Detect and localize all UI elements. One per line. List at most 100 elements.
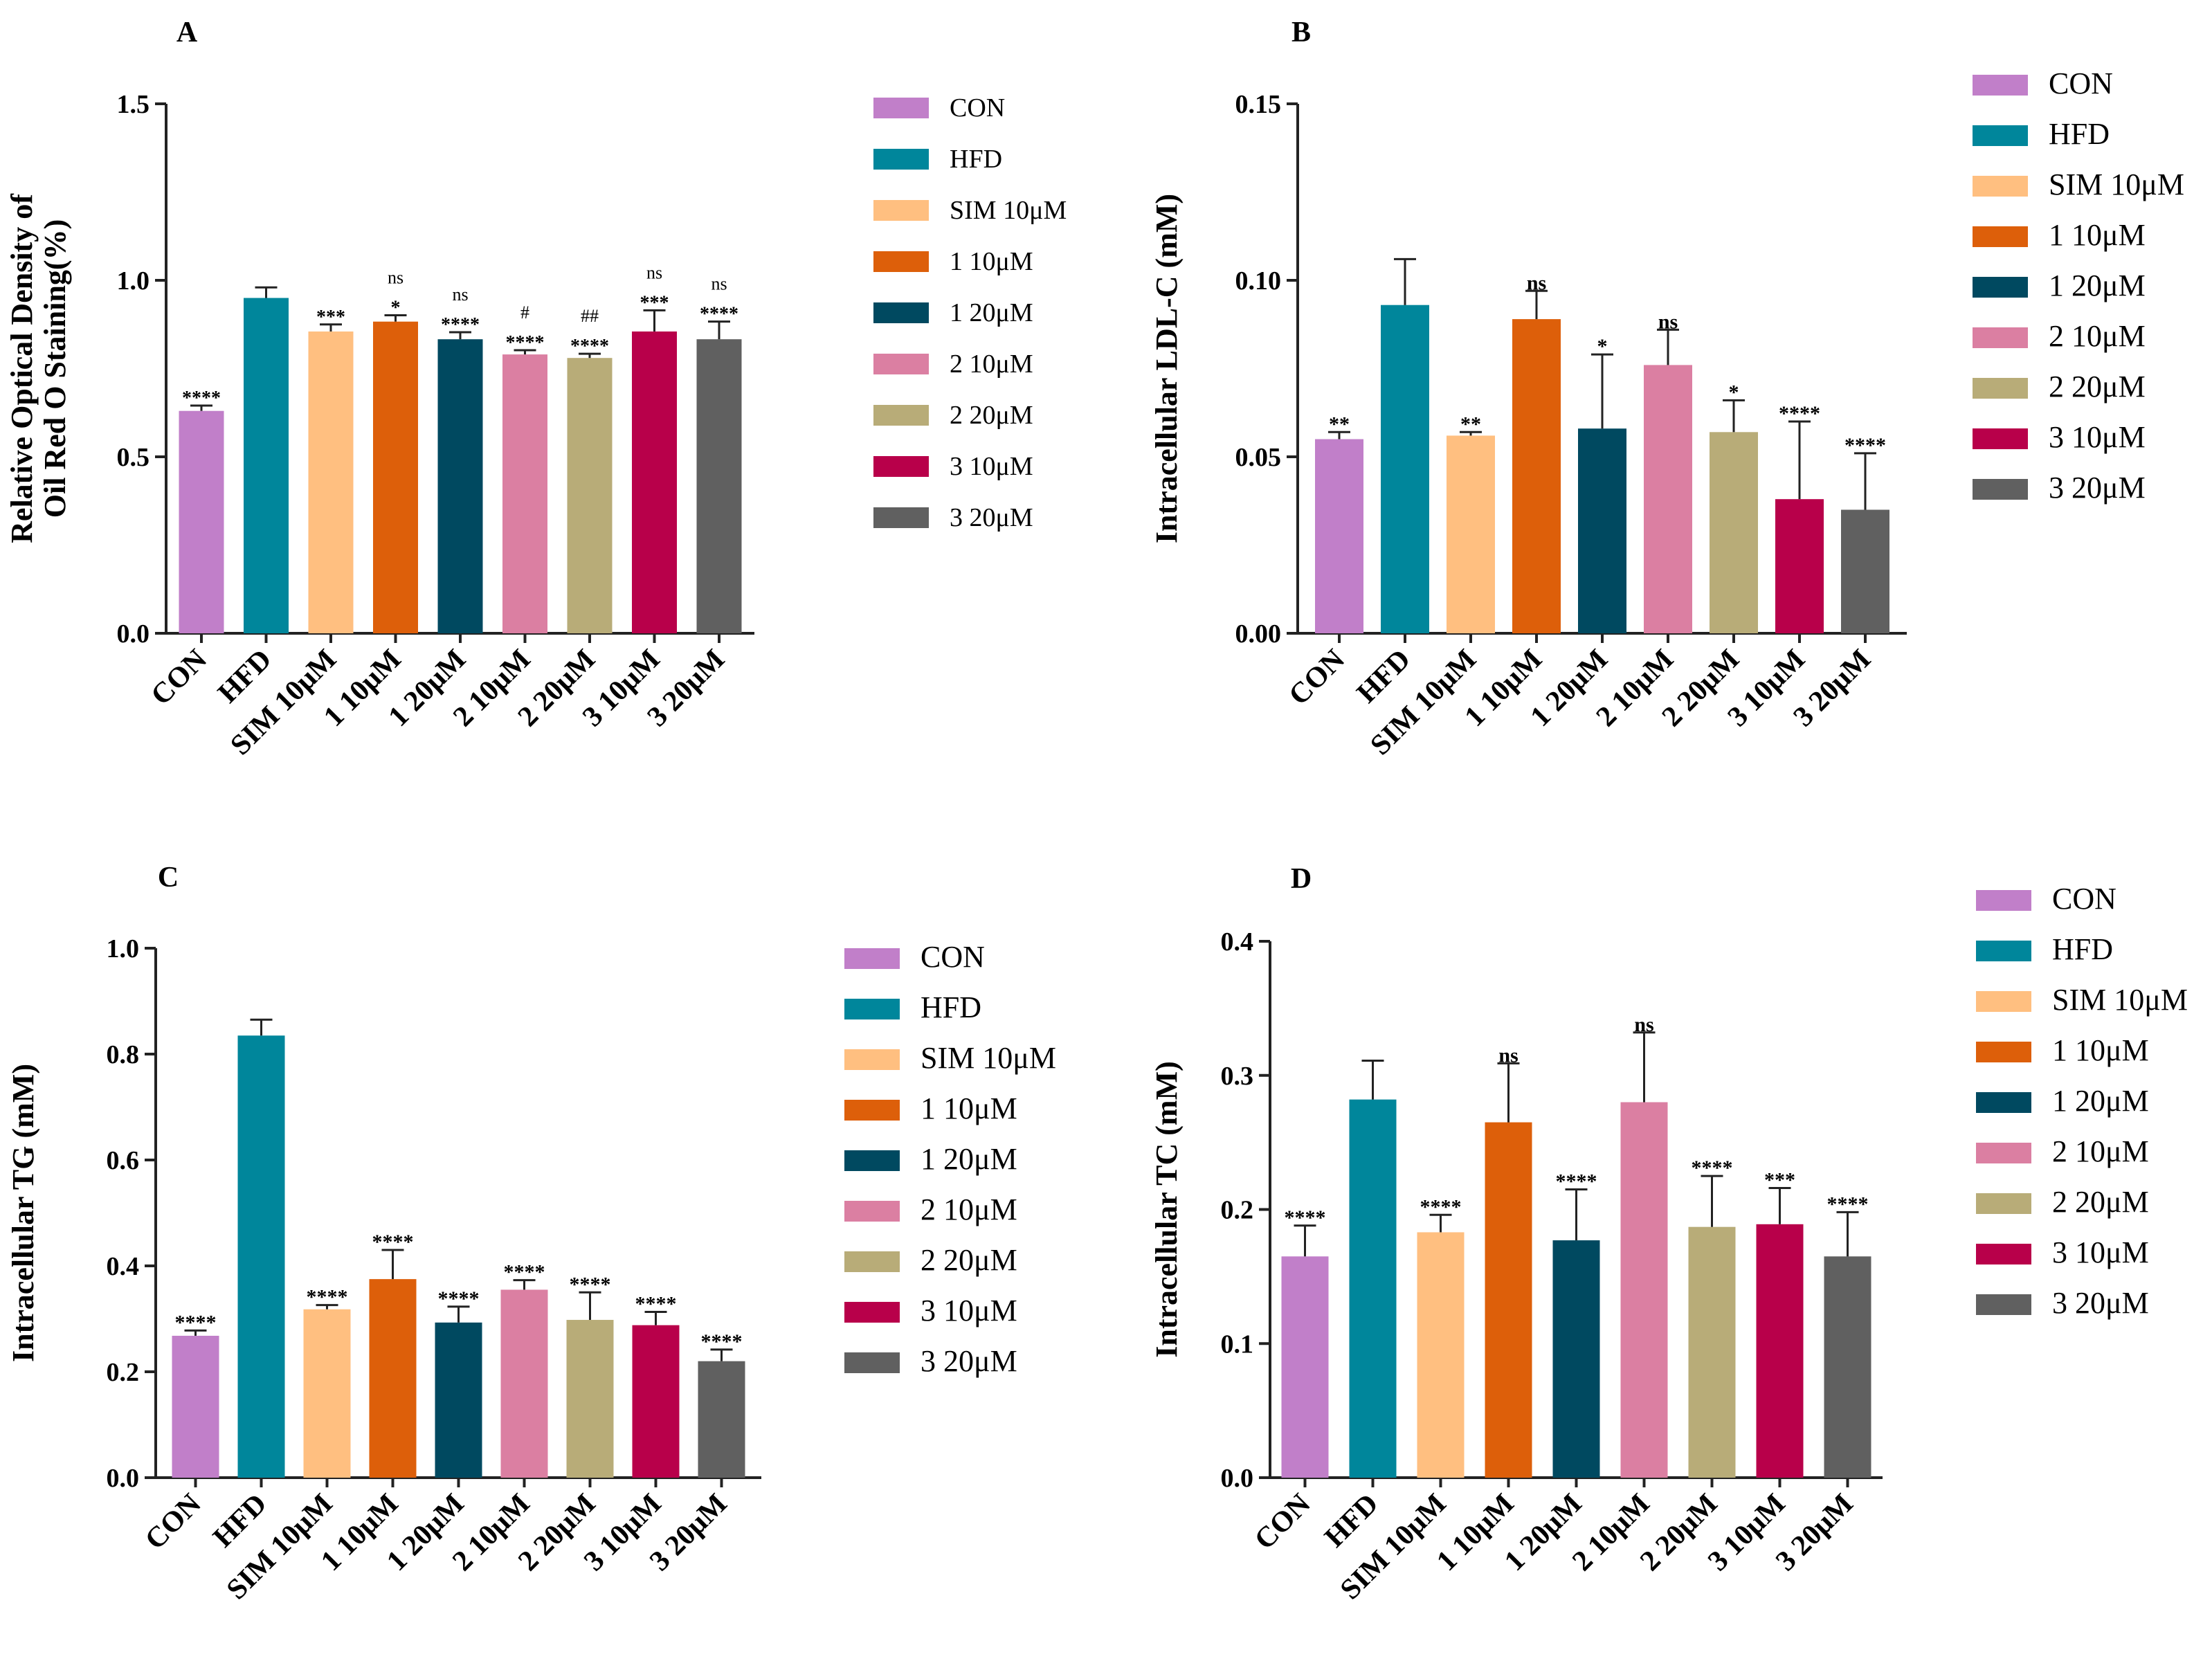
legend-swatch	[1973, 378, 2028, 399]
bar-hfd	[244, 298, 289, 633]
significance-label: *	[391, 297, 401, 318]
panel-label: D	[1291, 863, 1312, 895]
significance-label: ****	[700, 304, 738, 325]
legend-label: CON	[2052, 882, 2116, 916]
bar-con	[1315, 439, 1363, 633]
legend-swatch	[844, 1201, 900, 1222]
legend-swatch	[1976, 941, 2031, 961]
bar-con	[179, 410, 224, 633]
significance-label: ****	[1844, 434, 1886, 457]
y-axis-label: Intracellular LDL-C (mM)	[1150, 194, 1184, 543]
panel-D: D 0.0 0.1 0.2 0.3 0.4 Intracellular TC (mM) ***…	[1150, 863, 2188, 1606]
legend-swatch	[844, 948, 900, 969]
y-axis-label: Relative Optical Density of	[5, 193, 39, 543]
significance-label: ****	[1692, 1157, 1733, 1179]
bar-1-20-m	[437, 339, 483, 633]
legend-swatch	[1973, 125, 2028, 146]
y-tick-label: 0.4	[107, 1252, 140, 1281]
bar-3-10-m	[632, 331, 677, 633]
bar-2-20-m	[567, 358, 613, 633]
legend-label: SIM 10μM	[950, 196, 1067, 225]
legend-swatch	[873, 200, 929, 221]
x-tick-label: CON	[139, 1488, 208, 1557]
bar-1-20-m	[1578, 428, 1626, 633]
significance-label: ****	[570, 336, 609, 357]
bar-3-10-m	[1775, 499, 1824, 633]
legend-label: 2 10μM	[950, 350, 1033, 379]
bar-1-10-m	[1512, 319, 1561, 633]
legend-label: 1 10μM	[921, 1091, 1017, 1125]
bar-1-10-m	[373, 321, 418, 633]
legend-label: SIM 10μM	[2052, 983, 2188, 1017]
bar-2-10-m	[500, 1289, 548, 1478]
bar-1-10-m	[369, 1279, 417, 1478]
legend-swatch	[873, 354, 929, 374]
legend-label: 1 20μM	[2049, 269, 2146, 302]
legend-label: CON	[2049, 66, 2113, 100]
bar-3-10-m	[1756, 1224, 1804, 1478]
y-tick-label: 0.1	[1221, 1330, 1254, 1359]
legend-swatch	[1973, 479, 2028, 500]
bar-sim-10-m	[1447, 435, 1495, 633]
y-tick-label: 0.8	[107, 1040, 140, 1069]
legend-swatch	[1973, 277, 2028, 298]
significance-label: ****	[1827, 1193, 1869, 1215]
legend-label: 3 10μM	[950, 452, 1033, 481]
legend-label: 3 10μM	[2052, 1235, 2149, 1269]
significance-label: ****	[506, 332, 545, 354]
bar-2-10-m	[502, 354, 547, 633]
bar-con	[1281, 1256, 1329, 1478]
legend-swatch	[1976, 1294, 2031, 1315]
bar-con	[172, 1335, 219, 1478]
significance-label-top: ##	[581, 306, 599, 326]
significance-label: *	[1729, 381, 1739, 404]
y-tick-label: 0.6	[107, 1146, 140, 1175]
y-tick-label: 1.0	[117, 266, 150, 296]
panel-label: C	[158, 862, 179, 894]
y-tick-label: 0.0	[1221, 1464, 1254, 1493]
bar-sim-10-m	[303, 1309, 351, 1478]
legend-swatch	[873, 149, 929, 170]
bar-3-20-m	[698, 1361, 745, 1478]
y-tick-label: 0.0	[117, 619, 150, 649]
panel-C: C 0.0 0.2 0.4 0.6 0.8 1.0 Intracellular TG (mM)…	[6, 862, 1056, 1606]
significance-label: ns	[1527, 271, 1546, 294]
significance-label: ****	[438, 1287, 480, 1310]
bar-sim-10-m	[308, 331, 354, 633]
panel-label: B	[1291, 17, 1311, 48]
legend-swatch	[844, 999, 900, 1019]
panel-label: A	[176, 17, 198, 48]
legend-label: 2 20μM	[2049, 370, 2146, 404]
legend-swatch	[1973, 176, 2028, 197]
significance-label: ****	[570, 1273, 611, 1296]
x-tick-label: 3 20μM	[1770, 1488, 1859, 1577]
significance-label: ****	[701, 1330, 743, 1353]
significance-label: **	[1460, 413, 1481, 435]
bar-1-20-m	[435, 1322, 482, 1478]
significance-label: ****	[307, 1286, 348, 1309]
significance-label: ****	[441, 314, 480, 336]
significance-label: ***	[1764, 1169, 1795, 1192]
legend-label: SIM 10μM	[2049, 167, 2184, 201]
y-tick-label: 0.4	[1221, 927, 1254, 957]
legend-swatch	[1976, 890, 2031, 911]
legend-swatch	[1976, 991, 2031, 1012]
y-tick-label: 0.3	[1221, 1062, 1254, 1091]
bar-2-20-m	[1710, 432, 1758, 633]
legend-label: 1 10μM	[2049, 218, 2146, 252]
legend-swatch	[1976, 1092, 2031, 1113]
x-tick-label: CON	[1249, 1488, 1317, 1557]
legend-swatch	[873, 507, 929, 528]
bar-2-10-m	[1644, 365, 1692, 633]
significance-label: ****	[182, 388, 221, 409]
bar-3-10-m	[632, 1325, 680, 1478]
legend-label: 2 20μM	[921, 1243, 1017, 1277]
x-tick-label: CON	[1283, 644, 1352, 712]
legend-swatch	[1976, 1244, 2031, 1264]
legend-swatch	[844, 1049, 900, 1070]
legend-swatch	[844, 1352, 900, 1373]
bar-2-20-m	[566, 1320, 614, 1478]
bar-3-20-m	[696, 339, 742, 633]
panel-A: A 0.0 0.5 1.0 1.5 Relative Optical Density of…	[5, 17, 1067, 761]
